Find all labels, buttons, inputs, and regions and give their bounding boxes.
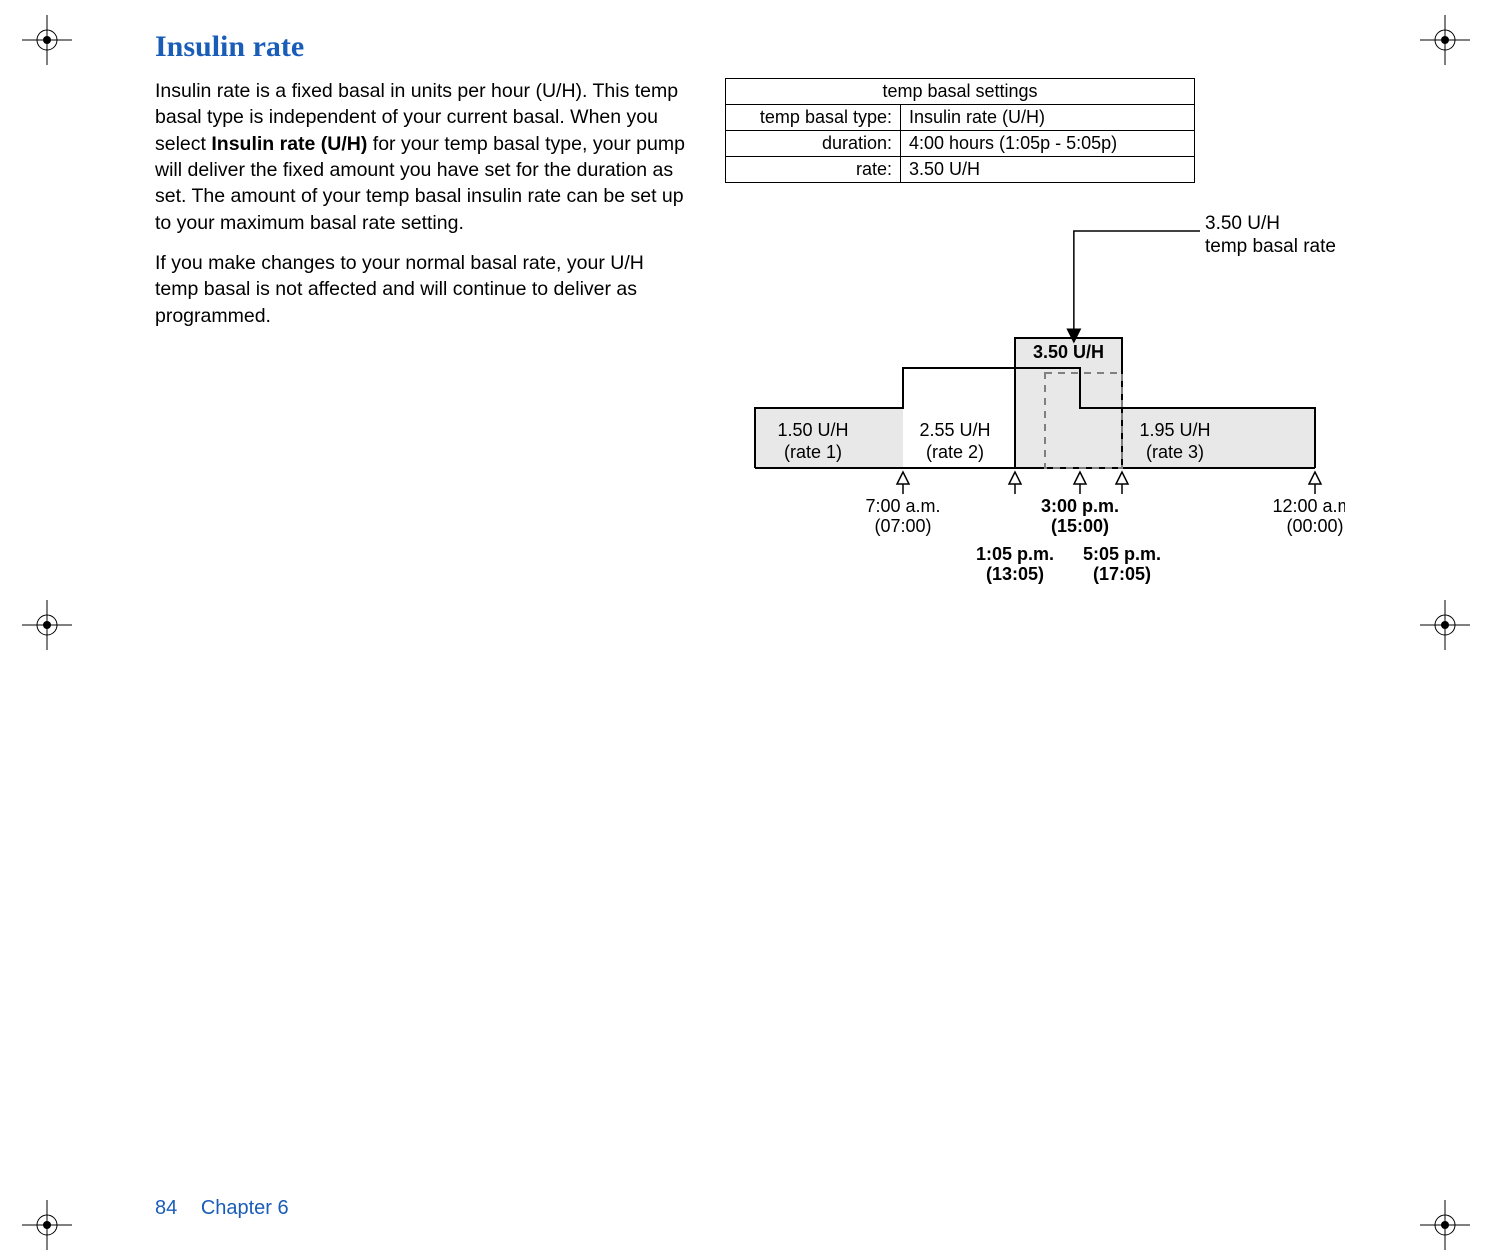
svg-text:1.50 U/H: 1.50 U/H [777,420,848,440]
settings-value: Insulin rate (U/H) [901,105,1195,131]
crop-mark-tr [1420,15,1470,65]
svg-text:3:00 p.m.: 3:00 p.m. [1041,496,1119,516]
svg-text:1.95 U/H: 1.95 U/H [1139,420,1210,440]
settings-table: temp basal settings temp basal type: Ins… [725,78,1195,183]
svg-text:(15:00): (15:00) [1051,516,1109,536]
svg-text:3.50 U/H: 3.50 U/H [1033,342,1104,362]
svg-text:(rate 3): (rate 3) [1146,442,1204,462]
svg-text:12:00 a.m.: 12:00 a.m. [1272,496,1345,516]
paragraph-2: If you make changes to your normal basal… [155,250,685,329]
settings-label: rate: [726,157,901,183]
crop-mark-tl [22,15,72,65]
p1-bold: Insulin rate (U/H) [211,133,367,155]
table-row: rate: 3.50 U/H [726,157,1195,183]
table-row: duration: 4:00 hours (1:05p - 5:05p) [726,131,1195,157]
page-number: 84 [155,1197,177,1219]
svg-text:(rate 1): (rate 1) [784,442,842,462]
svg-text:7:00 a.m.: 7:00 a.m. [865,496,940,516]
chart-svg: 3.50 U/H 1.50 U/H(rate 1) 2.55 U/H(rate 2)… [725,213,1345,633]
svg-text:2.55 U/H: 2.55 U/H [919,420,990,440]
table-row: temp basal type: Insulin rate (U/H) [726,105,1195,131]
section-title: Insulin rate [155,30,1365,64]
settings-header: temp basal settings [726,79,1195,105]
settings-value: 3.50 U/H [901,157,1195,183]
callout-label: 3.50 U/H temp basal rate [1205,213,1336,259]
svg-text:(07:00): (07:00) [874,516,931,536]
crop-mark-br [1420,1200,1470,1250]
svg-text:(rate 2): (rate 2) [926,442,984,462]
callout-line2: temp basal rate [1205,236,1336,257]
chapter-label: Chapter 6 [201,1197,289,1219]
paragraph-1: Insulin rate is a fixed basal in units p… [155,78,685,236]
page-footer: 84 Chapter 6 [155,1197,289,1220]
svg-text:1:05 p.m.: 1:05 p.m. [976,544,1054,564]
svg-text:(00:00): (00:00) [1286,516,1343,536]
settings-label: duration: [726,131,901,157]
svg-text:5:05 p.m.: 5:05 p.m. [1083,544,1161,564]
basal-rate-chart: 3.50 U/H temp basal rate 3.50 U/H 1.50 U/… [725,213,1345,633]
settings-value: 4:00 hours (1:05p - 5:05p) [901,131,1195,157]
crop-mark-ml [22,600,72,650]
callout-line1: 3.50 U/H [1205,213,1280,234]
svg-text:(17:05): (17:05) [1093,564,1151,584]
svg-text:(13:05): (13:05) [986,564,1044,584]
crop-mark-mr [1420,600,1470,650]
crop-mark-bl [22,1200,72,1250]
settings-label: temp basal type: [726,105,901,131]
